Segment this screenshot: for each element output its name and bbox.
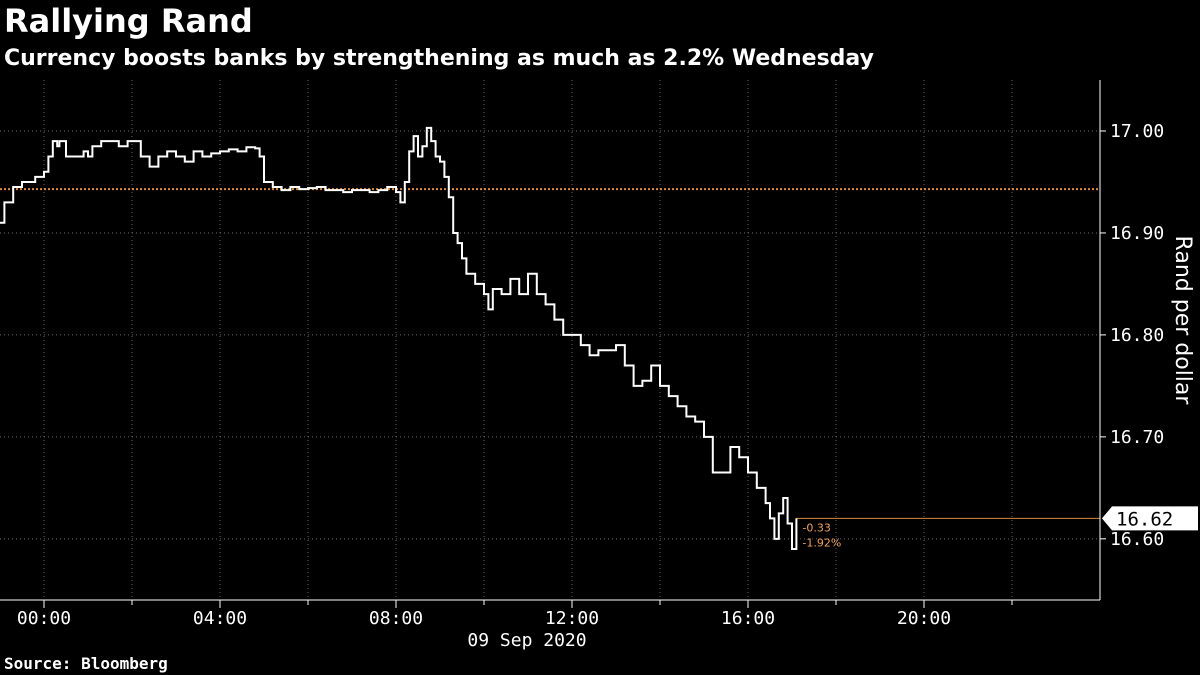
- x-tick-label: 20:00: [897, 608, 951, 629]
- last-value-badge: [1102, 506, 1198, 531]
- y-tick-label: 16.90: [1110, 223, 1164, 244]
- y-tick-label: 17.00: [1110, 121, 1164, 142]
- reference-line-group: [0, 188, 1100, 519]
- change-percent: -1.92%: [802, 536, 841, 549]
- x-tick-label: 12:00: [545, 608, 599, 629]
- x-axis-label: 09 Sep 2020: [467, 630, 586, 651]
- y-tick-label: 16.80: [1110, 325, 1164, 346]
- last-value-label: 16.62: [1116, 508, 1173, 530]
- labels: 00:00 04:00 08:00 12:00 16:00 20:00 09 Sep 202…: [17, 121, 1198, 651]
- x-tick-label: 16:00: [721, 608, 775, 629]
- x-tick-label: 00:00: [17, 608, 71, 629]
- series-line: [0, 126, 798, 551]
- plot-area: [0, 126, 798, 551]
- x-tick-label: 08:00: [369, 608, 423, 629]
- chart-title: Rallying Rand: [4, 2, 253, 40]
- y-tick-label: 16.60: [1110, 529, 1164, 550]
- gridlines: [0, 80, 1100, 600]
- x-tick-label: 04:00: [193, 608, 247, 629]
- chart-subtitle: Currency boosts banks by strengthening a…: [4, 46, 874, 71]
- y-tick-label: 16.70: [1110, 427, 1164, 448]
- source-note: Source: Bloomberg: [4, 654, 168, 673]
- y-axis-label: Rand per dollar: [1170, 236, 1195, 406]
- change-absolute: -0.33: [802, 521, 830, 534]
- axes: [0, 80, 1106, 608]
